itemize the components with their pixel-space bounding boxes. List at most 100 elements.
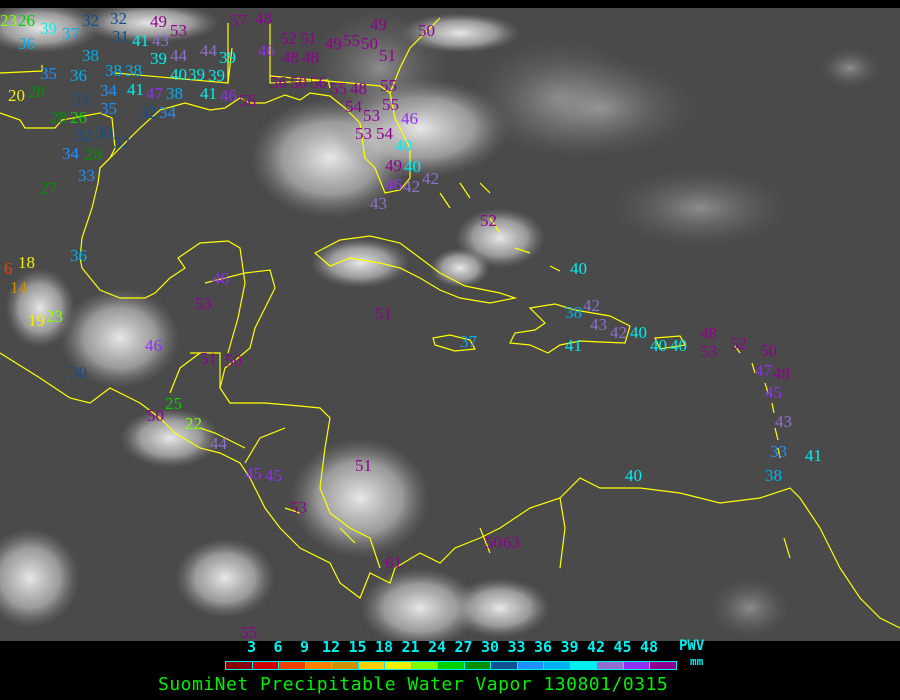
coastlines	[0, 17, 900, 629]
scale-swatch	[411, 662, 438, 669]
station-pwv-value: 39	[219, 48, 236, 67]
station-pwv-value: 32	[110, 9, 127, 28]
station-pwv-value: 41	[565, 336, 582, 355]
scale-swatch	[438, 662, 465, 669]
station-pwv-value: 28	[50, 108, 67, 127]
station-pwv-value: 40	[650, 336, 667, 355]
scale-swatch	[623, 662, 650, 669]
station-pwv-value: 44	[200, 41, 217, 60]
cloud-layer	[0, 8, 880, 641]
satellite-map: 23 26 39 37 36 32 32 31 35 36 38 38 38 34 35 41 47 38 41 43…	[0, 8, 900, 641]
station-value-layer: 23 26 39 37 36 32 32 31 35 36 38 38 38 34 35 41 47 38 41 43…	[0, 8, 900, 641]
cloud	[60, 288, 180, 388]
station-pwv-value: 26	[18, 11, 35, 30]
station-pwv-value: 37	[460, 332, 477, 351]
station-pwv-value: 48	[700, 324, 717, 343]
station-pwv-value: 49	[370, 15, 387, 34]
station-pwv-value: 31	[73, 90, 90, 109]
station-pwv-value: 42	[610, 323, 627, 342]
scale-tick: 9	[299, 638, 310, 656]
station-pwv-value: 45	[245, 464, 262, 483]
scale-swatch	[544, 662, 571, 669]
scale-tick: 27	[454, 638, 473, 656]
station-pwv-value: 54	[376, 124, 393, 143]
station-pwv-value: 35	[100, 99, 117, 118]
station-pwv-value: 14	[10, 278, 27, 297]
station-pwv-value: 33	[78, 166, 95, 185]
cloud	[820, 48, 880, 88]
cloud	[610, 168, 790, 248]
station-pwv-value: 46	[220, 86, 237, 105]
station-pwv-value: 44	[170, 46, 187, 65]
station-pwv-value: 55	[330, 79, 347, 98]
station-pwv-value: 55	[343, 31, 360, 50]
station-pwv-value: 6	[4, 259, 13, 278]
state-borders	[0, 23, 391, 94]
central-america-coastline	[0, 352, 900, 629]
station-pwv-value: 43	[152, 31, 169, 50]
cloud	[0, 8, 100, 53]
station-pwv-value: 38	[105, 61, 122, 80]
scale-tick: 39	[560, 638, 579, 656]
station-pwv-value: 27	[40, 179, 57, 198]
scale-tick: 42	[586, 638, 606, 656]
scale-swatch	[464, 662, 491, 669]
station-pwv-value: 39	[40, 19, 57, 38]
scale-swatch	[305, 662, 332, 669]
station-pwv-value: 34	[100, 81, 117, 100]
station-pwv-value: 56	[310, 73, 327, 92]
station-pwv-value: 41	[200, 84, 217, 103]
cloud	[5, 268, 75, 348]
station-pwv-value: 55	[380, 76, 397, 95]
scale-tick: 3	[246, 638, 257, 656]
scale-tick: 24	[427, 638, 447, 656]
station-pwv-value: 48	[350, 79, 367, 98]
station-pwv-value: 34	[159, 103, 176, 122]
station-pwv-value: 50	[760, 341, 777, 360]
cloud	[120, 408, 220, 468]
station-pwv-value: 36	[70, 66, 87, 85]
station-pwv-value: 49	[385, 156, 402, 175]
station-pwv-value: 50	[485, 533, 502, 552]
station-pwv-value: 40	[630, 323, 647, 342]
station-pwv-value: 32	[82, 11, 99, 30]
station-pwv-value: 40	[404, 157, 421, 176]
station-pwv-value: 28	[28, 82, 45, 101]
cloud	[0, 528, 80, 628]
cloud	[290, 438, 430, 558]
scale-tick: 48	[639, 638, 659, 656]
station-pwv-value: 40	[670, 336, 687, 355]
station-pwv-value: 20	[8, 86, 25, 105]
cloud	[430, 248, 490, 288]
lesser-antilles	[734, 345, 791, 559]
cloud	[500, 58, 700, 158]
hispaniola-coastline	[509, 303, 631, 354]
station-pwv-value: 39	[150, 49, 167, 68]
cloud	[310, 8, 450, 128]
station-pwv-value: 22	[185, 414, 202, 433]
station-pwv-value: 23	[46, 307, 63, 326]
station-pwv-value: 44	[210, 434, 227, 453]
scale-swatch	[517, 662, 544, 669]
station-pwv-value: 42	[403, 177, 420, 196]
station-pwv-value: 40	[625, 466, 642, 485]
cloud	[80, 8, 220, 43]
station-pwv-value: 57	[230, 11, 247, 30]
station-pwv-value: 48	[302, 48, 319, 67]
scale-tick: 6	[273, 638, 283, 656]
scale-tick: 33	[507, 638, 526, 656]
station-pwv-value: 46	[258, 41, 275, 60]
station-pwv-value: 34	[62, 144, 79, 163]
station-pwv-value: 31	[112, 27, 129, 46]
scale-swatch	[226, 662, 253, 669]
scale-tick: 21	[401, 638, 420, 656]
station-pwv-value: 56	[239, 91, 256, 110]
scale-tick: 12	[321, 638, 341, 656]
station-pwv-value: 52	[730, 334, 747, 353]
scale-swatch	[597, 662, 624, 669]
station-pwv-value: 50	[361, 34, 378, 53]
cloud	[710, 578, 790, 638]
station-pwv-value: 43	[370, 194, 387, 213]
station-pwv-value: 50	[225, 351, 242, 370]
